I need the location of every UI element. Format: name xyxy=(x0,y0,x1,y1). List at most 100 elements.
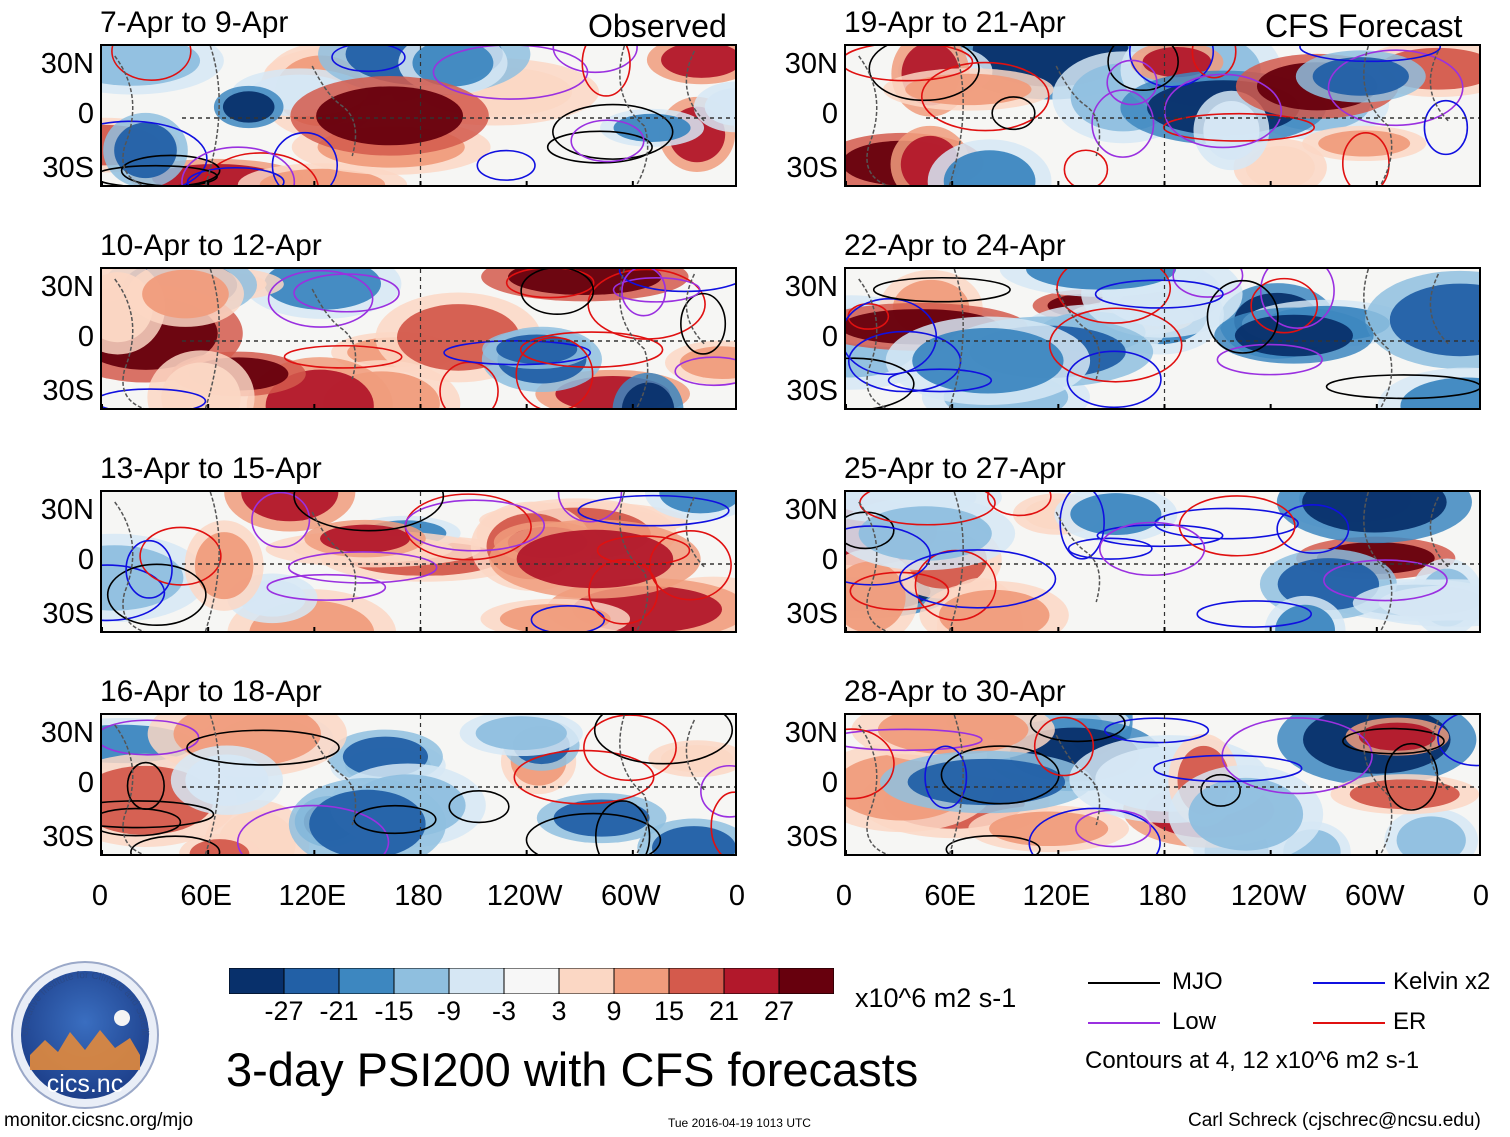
footer-url[interactable]: monitor.cicsnc.org/mjo xyxy=(4,1110,194,1131)
anomaly-core xyxy=(877,715,1029,755)
contour-line xyxy=(596,535,691,566)
contour-line xyxy=(1200,773,1242,807)
anomaly-core xyxy=(102,46,201,86)
contour-line xyxy=(920,61,1050,132)
footer-author: Carl Schreck (cjschrec@ncsu.edu) xyxy=(1188,1110,1481,1131)
anomaly-core xyxy=(661,46,735,78)
anomaly-core xyxy=(194,532,254,600)
contour-line xyxy=(887,368,993,393)
anomaly-core xyxy=(222,91,275,123)
anomaly-core xyxy=(1203,101,1260,160)
contour-line xyxy=(102,388,207,408)
contour-line xyxy=(552,46,638,74)
anomaly-core xyxy=(1302,492,1447,533)
colorbar-units: x10^6 m2 s-1 xyxy=(855,983,1017,1013)
contour-line xyxy=(236,804,390,854)
mjo-legend-label: MJO xyxy=(1172,968,1223,995)
psi200-map-panel xyxy=(100,490,737,633)
lat-tick-label: 30S xyxy=(786,375,838,407)
contour-note: Contours at 4, 12 x10^6 m2 s-1 xyxy=(1085,1047,1420,1074)
contour-line xyxy=(1384,742,1439,811)
lon-tick-label: 120W xyxy=(486,880,563,912)
contour-line xyxy=(991,96,1036,131)
contour-line xyxy=(1075,809,1152,848)
panel-title: 25-Apr to 27-Apr xyxy=(844,452,1066,485)
lat-tick-label: 30S xyxy=(42,375,94,407)
contour-line xyxy=(577,494,730,527)
colorbar-swatch xyxy=(778,967,835,995)
coastline xyxy=(858,269,1449,408)
contour-line xyxy=(1342,727,1445,755)
cics-logo[interactable]: Cooperative Institute for Climate and Sa… xyxy=(6,952,160,1110)
anomaly-core xyxy=(943,150,1036,185)
contour-line xyxy=(1325,374,1479,400)
lat-tick-label: 30N xyxy=(784,494,838,526)
anomaly-core xyxy=(309,789,426,854)
contour-line xyxy=(700,764,735,818)
anomaly-core xyxy=(1070,493,1162,536)
anomaly-core xyxy=(553,799,650,837)
lat-tick-label: 30N xyxy=(40,48,94,80)
contour-line xyxy=(519,331,664,368)
panel-title: 7-Apr to 9-Apr xyxy=(100,6,289,39)
contour-line xyxy=(1106,59,1158,106)
contour-line xyxy=(1341,132,1390,185)
contour-line xyxy=(1107,46,1179,92)
observed-title: Observed xyxy=(588,8,727,44)
anomaly-core xyxy=(259,168,386,185)
contour-line xyxy=(924,745,968,809)
psi200-map xyxy=(846,46,1479,185)
contour-line xyxy=(557,492,623,523)
contour-line xyxy=(287,551,438,584)
anomaly-core xyxy=(316,86,464,146)
anomaly-core xyxy=(659,492,735,514)
colorbar-swatch xyxy=(448,967,505,995)
psi200-map-panel xyxy=(844,44,1481,187)
psi200-map-panel xyxy=(844,267,1481,410)
lat-tick-label: 30S xyxy=(42,598,94,630)
contour-line xyxy=(404,499,546,552)
contour-line xyxy=(111,46,192,81)
contour-line xyxy=(583,715,677,782)
anomaly-core xyxy=(499,603,611,631)
psi200-map xyxy=(102,715,735,854)
lon-tick-label: 0 xyxy=(91,880,109,912)
contour-line xyxy=(987,492,1052,517)
contour-line xyxy=(1216,343,1323,376)
colorbar-tick-label: 21 xyxy=(708,996,740,1026)
colorbar-tick-label: 15 xyxy=(653,996,685,1026)
contour-line xyxy=(186,166,285,185)
psi200-map xyxy=(846,269,1479,408)
contour-line xyxy=(846,357,915,408)
contour-line xyxy=(530,605,606,631)
anomaly-core xyxy=(189,839,250,854)
contour-line xyxy=(846,298,938,376)
cics-logo-graphic: Cooperative Institute for Climate and Sa… xyxy=(6,952,159,1109)
colorbar-tick-label: -9 xyxy=(436,996,462,1026)
contour-line xyxy=(505,269,595,299)
psi200-map-panel xyxy=(844,713,1481,856)
lon-tick-label: 60E xyxy=(180,880,232,912)
anomaly-core xyxy=(142,269,229,319)
coastline xyxy=(858,46,1449,185)
anomaly-core xyxy=(938,589,1050,631)
contour-line xyxy=(1067,537,1153,560)
panel-title: 13-Apr to 15-Apr xyxy=(100,452,322,485)
colorbar xyxy=(228,967,835,995)
lat-tick-label: 30N xyxy=(784,717,838,749)
lon-tick-label: 60W xyxy=(601,880,661,912)
colorbar-tick-label: -15 xyxy=(374,996,414,1026)
contour-line xyxy=(593,715,734,765)
colorbar-swatch xyxy=(613,967,670,995)
anomaly-core xyxy=(161,362,241,408)
contour-line xyxy=(621,269,667,317)
colorbar-swatch xyxy=(228,967,285,995)
contour-line xyxy=(868,46,980,102)
colorbar-swatch xyxy=(503,967,560,995)
contour-line xyxy=(186,729,340,766)
lon-tick-label: 0 xyxy=(835,880,853,912)
lon-tick-label: 60W xyxy=(1345,880,1405,912)
lat-tick-label: 0 xyxy=(77,767,94,799)
contour-line xyxy=(476,149,536,181)
contour-line xyxy=(898,549,1057,609)
